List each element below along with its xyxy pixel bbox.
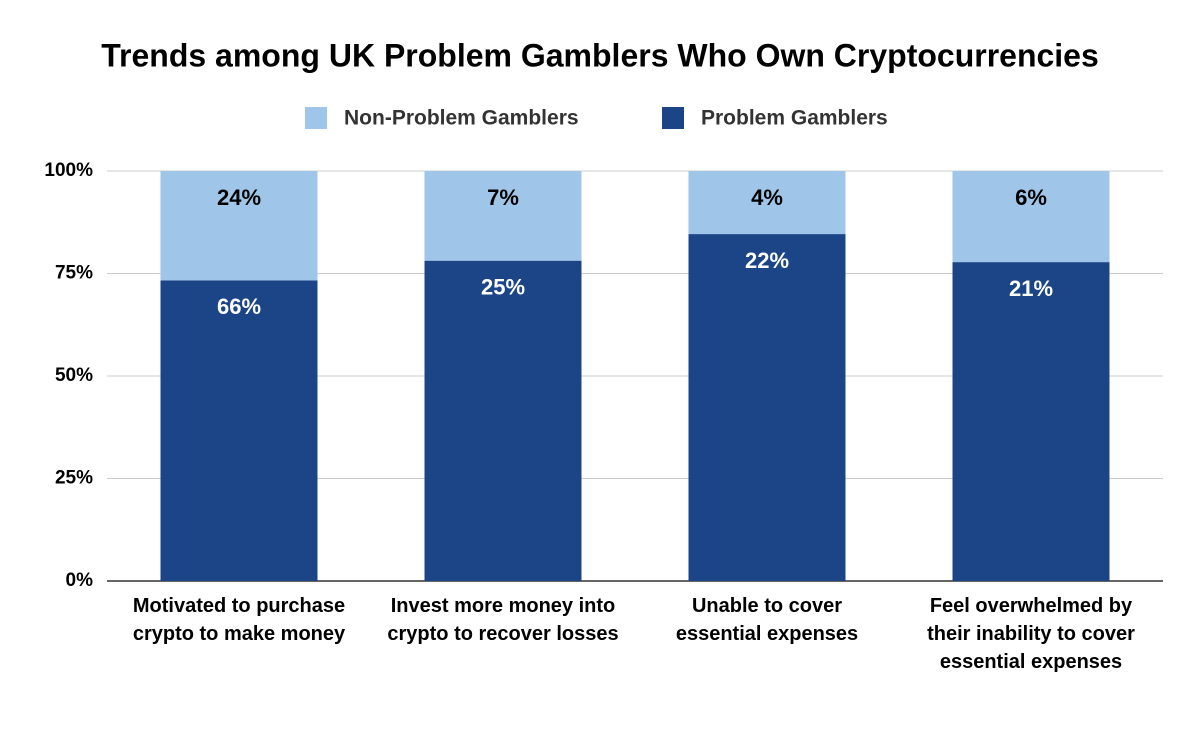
bar-segment — [160, 280, 318, 581]
y-tick-label: 0% — [66, 570, 94, 591]
bar-segment — [424, 171, 582, 261]
y-tick-label: 50% — [55, 365, 93, 386]
legend-swatch — [662, 107, 684, 129]
data-label: 22% — [745, 248, 789, 273]
bar-segment — [424, 260, 582, 581]
bar-segment — [160, 171, 318, 281]
legend-label: Problem Gamblers — [701, 107, 888, 130]
x-tick-label: Feel overwhelmed by their inability to c… — [927, 595, 1135, 673]
x-tick-label: Unable to cover essential expenses — [675, 595, 859, 645]
bar-segment — [688, 234, 846, 582]
data-label: 4% — [751, 185, 783, 210]
x-tick-label: Motivated to purchase crypto to make mon… — [132, 595, 346, 645]
bar-segment — [688, 171, 846, 235]
bar-segment — [952, 171, 1110, 263]
data-label: 24% — [217, 185, 261, 210]
y-tick-label: 75% — [55, 263, 93, 284]
data-label: 66% — [217, 294, 261, 319]
data-label: 7% — [487, 185, 519, 210]
data-label: 21% — [1009, 276, 1053, 301]
data-label: 25% — [481, 275, 525, 300]
x-tick-label: Invest more money into crypto to recover… — [387, 595, 619, 645]
y-tick-label: 100% — [44, 160, 93, 181]
y-tick-label: 25% — [55, 468, 93, 489]
chart-title: Trends among UK Problem Gamblers Who Own… — [101, 37, 1099, 73]
legend-swatch — [305, 107, 327, 129]
bar-segment — [952, 262, 1110, 581]
data-label: 6% — [1015, 185, 1047, 210]
legend-label: Non-Problem Gamblers — [344, 107, 579, 130]
